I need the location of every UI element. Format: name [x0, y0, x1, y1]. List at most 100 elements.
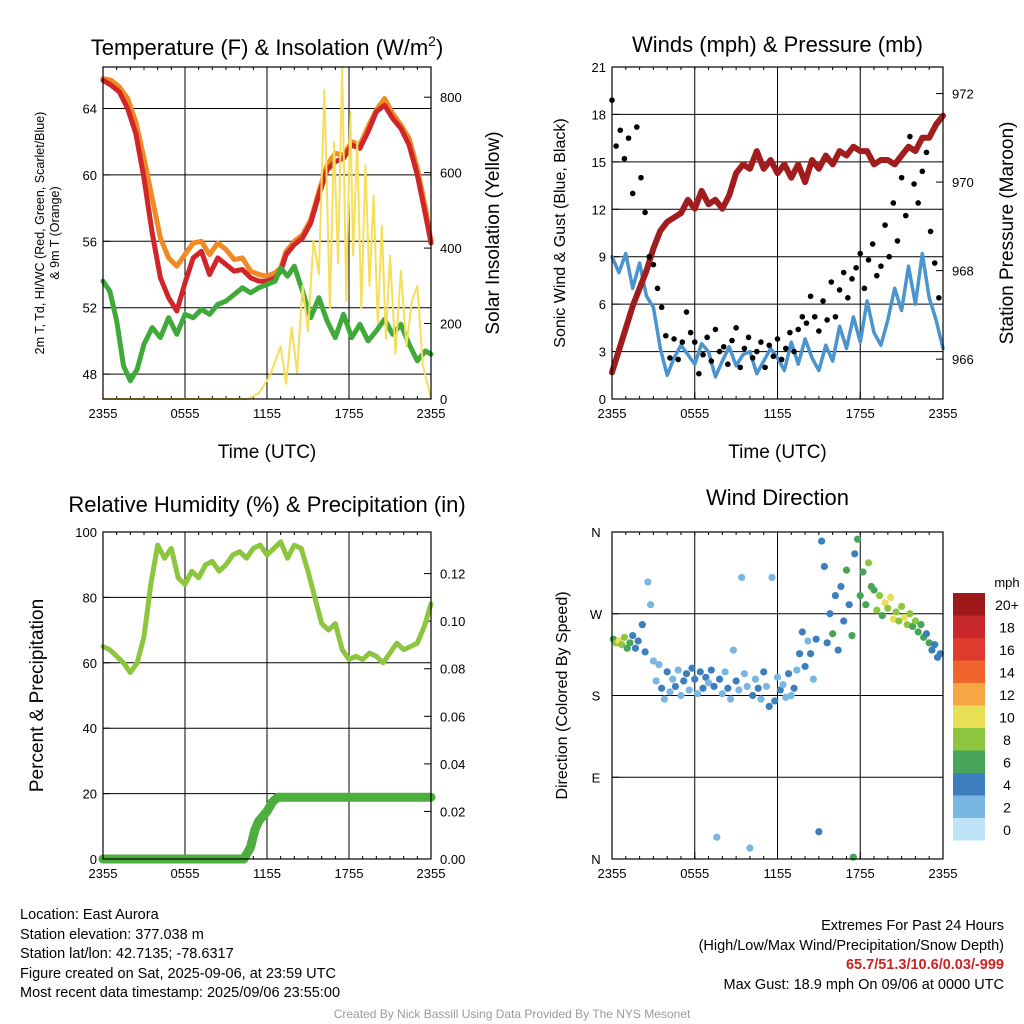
direction-point [620, 633, 629, 641]
colorbar-tick-label: 14 [999, 665, 1015, 681]
gust-point [890, 200, 897, 206]
y-tick-label: 60 [83, 656, 97, 671]
x-tick-label: 2355 [929, 866, 958, 881]
y-tick-label: 60 [83, 168, 97, 183]
gust-point [658, 304, 665, 311]
direction-point [765, 702, 773, 711]
y-axis-label: Direction (Colored By Speed) [554, 591, 571, 799]
gust-point [741, 345, 748, 352]
direction-point [727, 695, 735, 703]
direction-point [886, 593, 895, 602]
gust-point [882, 222, 888, 228]
figure-created: Figure created on Sat, 2025-09-06, at 23… [20, 965, 336, 982]
colorbar-swatch [953, 818, 985, 841]
direction-point [911, 617, 920, 625]
direction-point [931, 641, 939, 649]
colorbar-tick-label: 0 [1003, 822, 1011, 838]
direction-point [906, 610, 914, 618]
y-tick-label: 48 [83, 367, 97, 382]
gust-point [642, 209, 648, 216]
series-wind-line [610, 251, 945, 379]
gust-point [729, 337, 735, 344]
gust-point [712, 326, 719, 333]
direction-point [743, 682, 751, 691]
direction-point [762, 682, 771, 691]
direction-point [669, 675, 677, 683]
gust-point [621, 155, 628, 162]
direction-point [818, 537, 826, 545]
direction-point [735, 686, 743, 694]
direction-point [660, 695, 669, 703]
direction-point [798, 628, 806, 636]
gust-point [857, 250, 864, 257]
direction-point [925, 639, 933, 647]
extremes-values: 65.7/51.3/10.6/0.03/-999 [845, 957, 1004, 974]
x-tick-label: 1155 [764, 406, 792, 421]
extremes-subtitle: (High/Low/Max Wind/Precipitation/Snow De… [698, 937, 1004, 954]
y-tick-label: 64 [83, 102, 97, 117]
x-tick-label: 1755 [335, 866, 364, 881]
panel-humidity: Relative Humidity (%) & Precipitation (i… [27, 492, 466, 881]
gust-point [691, 339, 698, 345]
station-info: Location: East Aurora Station elevation:… [20, 906, 340, 1004]
direction-point [900, 613, 908, 621]
gust-point [737, 364, 744, 371]
gust-point [927, 228, 934, 235]
gust-point [820, 298, 826, 304]
colorbar-swatch [953, 750, 985, 773]
x-tick-label: 1155 [253, 406, 281, 421]
extremes-title: Extremes For Past 24 Hours [821, 918, 1004, 934]
x-tick-label: 2355 [929, 406, 958, 421]
direction-point [779, 681, 787, 689]
x-tick-label: 1755 [335, 406, 364, 421]
gust-point [865, 257, 872, 263]
direction-point [922, 630, 931, 638]
gust-point [898, 174, 905, 181]
station-location: Location: East Aurora [20, 907, 159, 923]
direction-point [892, 608, 900, 616]
y-tick-label: 15 [592, 155, 606, 170]
direction-point [784, 670, 793, 678]
direction-point [652, 677, 660, 685]
plot-frame [102, 66, 432, 400]
gust-point [754, 348, 760, 355]
y2-tick-label: 0.12 [440, 567, 465, 582]
gust-point [667, 355, 673, 361]
direction-point [801, 662, 809, 671]
colorbar-tick-label: 12 [999, 687, 1015, 703]
direction-point [693, 690, 702, 698]
gust-point [782, 345, 789, 352]
colorbar-tick-label: 6 [1003, 755, 1011, 771]
plot-frame [611, 531, 944, 860]
colorbar-tick-label: 8 [1003, 732, 1011, 748]
direction-point [823, 639, 831, 647]
y2-tick-label: 200 [440, 317, 462, 332]
y-tick-label: W [590, 607, 603, 622]
y-axis-label: Sonic Wind & Gust (Blue, Black) [552, 118, 569, 347]
direction-point [682, 670, 691, 678]
gust-point [915, 200, 921, 206]
direction-point [626, 639, 634, 647]
station-elevation: Station elevation: 377.038 m [20, 926, 204, 943]
max-gust: Max Gust: 18.9 mph On 09/06 at 0000 UTC [723, 976, 1004, 993]
direction-point [680, 677, 688, 685]
direction-point [702, 673, 710, 681]
direction-point [677, 691, 685, 700]
gust-point [683, 309, 690, 315]
colorbar-tick-label: 4 [1003, 777, 1011, 793]
panel-temperature: Temperature (F) & Insolation (W/m2)2355 0… [33, 33, 504, 463]
gust-point [803, 320, 810, 326]
x-tick-label: 2355 [598, 866, 627, 881]
gust-point [791, 348, 797, 355]
chart-title: Temperature (F) & Insolation (W/m2) [91, 33, 444, 60]
y2-axis-label: Solar Insolation (Yellow) [483, 131, 504, 334]
direction-point [749, 691, 757, 700]
colorbar-tick-label: 20+ [995, 597, 1019, 613]
direction-point [831, 591, 840, 600]
gust-point [869, 241, 876, 247]
direction-point [790, 684, 798, 692]
y2-axis-label: Station Pressure (Maroon) [997, 122, 1018, 345]
direction-point [807, 650, 815, 658]
y2-tick-label: 966 [952, 352, 974, 367]
